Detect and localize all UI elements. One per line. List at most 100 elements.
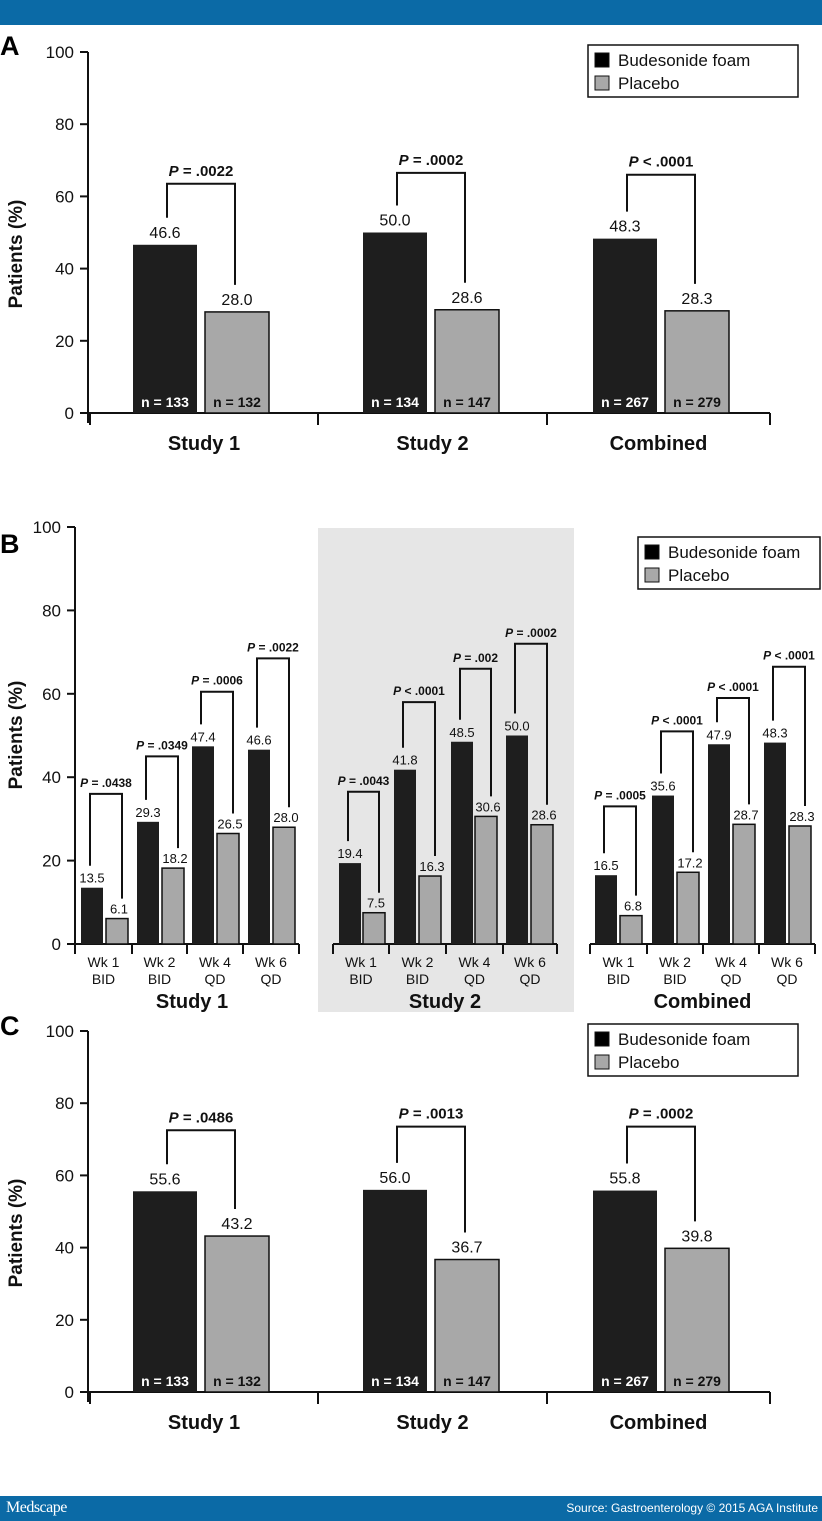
n-label-budesonide: n = 134 [371,1373,419,1389]
bar-budesonide [248,749,270,944]
x-category-label: Study 1 [168,433,240,455]
value-label-placebo: 6.8 [624,899,642,914]
significance-bracket [772,665,806,806]
panel-letter-b: B [0,529,20,559]
medscape-logo[interactable]: Medscape [6,1499,67,1516]
x-tick-label-line2: BID [663,971,686,987]
n-label-placebo: n = 279 [673,1373,721,1389]
significance-bracket [660,730,694,853]
bar-budesonide [708,744,730,944]
p-value-label: P < .0001 [651,713,703,727]
bar-placebo [204,1235,270,1393]
value-label-placebo: 17.2 [677,855,702,870]
significance-bracket [396,1125,466,1233]
bar-budesonide [133,1191,197,1392]
bar-placebo [434,309,500,414]
y-tick-label: 80 [42,601,61,620]
p-value-label: P < .0001 [393,684,445,698]
n-label-budesonide: n = 267 [601,394,649,410]
value-label-budesonide: 55.8 [609,1171,640,1188]
value-label-placebo: 16.3 [419,859,444,874]
n-label-placebo: n = 132 [213,394,261,410]
significance-bracket [166,182,236,285]
bar-budesonide [593,1190,657,1392]
p-value-label: P = .0002 [505,626,557,640]
significance-bracket [626,1125,696,1222]
bar-budesonide [137,821,159,944]
p-value-label: P = .0005 [594,788,646,802]
legend-label: Budesonide foam [618,1030,750,1049]
y-axis-title: Patients (%) [6,1179,27,1288]
bar-budesonide [764,742,786,944]
p-value-label: P = .0043 [338,774,390,788]
value-label-placebo: 28.0 [273,810,298,825]
value-label-budesonide: 29.3 [135,805,160,820]
legend-swatch-placebo [594,1054,610,1070]
value-label-budesonide: 50.0 [379,213,410,230]
y-tick-label: 0 [65,404,74,423]
y-tick-label: 0 [52,935,61,954]
value-label-placebo: 6.1 [110,902,128,917]
p-value-label: P = .0006 [191,674,243,688]
value-label-placebo: 28.3 [789,809,814,824]
x-tick-label-line1: Wk 2 [402,954,434,970]
value-label-placebo: 39.8 [681,1228,712,1245]
significance-bracket [347,790,380,893]
y-axis-title: Patients (%) [6,200,27,309]
x-category-label: Combined [610,433,708,455]
value-label-budesonide: 46.6 [246,733,271,748]
x-tick-label-line1: Wk 2 [659,954,691,970]
x-tick-label-line2: BID [148,971,171,987]
y-tick-label: 40 [55,260,74,279]
bar-placebo [216,832,240,945]
p-value-label: P = .002 [453,651,498,665]
y-tick-label: 20 [42,852,61,871]
p-value-label: P = .0438 [80,776,132,790]
value-label-budesonide: 48.3 [762,726,787,741]
legend-swatch-placebo [594,75,610,91]
value-label-placebo: 28.6 [531,808,556,823]
p-value-label: P = .0002 [629,1106,694,1123]
significance-bracket [514,642,548,805]
group-label: Combined [654,991,752,1013]
x-tick-label-line1: Wk 4 [459,954,491,970]
bar-budesonide [451,741,473,944]
value-label-placebo: 28.7 [733,807,758,822]
legend-label: Placebo [618,74,679,93]
p-value-label: P = .0486 [169,1109,234,1126]
bar-placebo [676,871,700,945]
bar-placebo [272,826,296,945]
legend-label: Placebo [668,566,729,585]
y-tick-label: 60 [55,187,74,206]
significance-bracket [396,171,466,283]
legend-label: Budesonide foam [618,51,750,70]
value-label-budesonide: 50.0 [504,719,529,734]
y-tick-label: 100 [46,43,74,62]
bar-placebo [161,867,185,945]
x-category-label: Study 1 [168,1412,240,1434]
p-value-label: P = .0022 [169,163,234,180]
value-label-budesonide: 13.5 [79,871,104,886]
bar-placebo [204,311,270,414]
value-label-budesonide: 55.6 [149,1171,180,1188]
value-label-placebo: 36.7 [451,1240,482,1257]
n-label-budesonide: n = 133 [141,394,189,410]
legend-swatch-budesonide [594,1031,610,1047]
x-tick-label-line2: QD [721,971,742,987]
significance-bracket [459,667,492,797]
value-label-placebo: 7.5 [367,896,385,911]
n-label-budesonide: n = 133 [141,1373,189,1389]
legend-swatch-budesonide [644,544,660,560]
value-label-placebo: 28.0 [221,292,252,309]
y-axis-title: Patients (%) [6,681,27,790]
bar-placebo [362,911,386,945]
bar-placebo [619,914,643,945]
legend-box [587,1023,799,1077]
bar-placebo [105,917,129,945]
figure-canvas: 0 20 40 60 80 100 A Patients (%) 46.6 28.0 n = 133… [0,31,821,1434]
bar-budesonide [506,735,528,944]
legend-swatch-placebo [644,567,660,583]
